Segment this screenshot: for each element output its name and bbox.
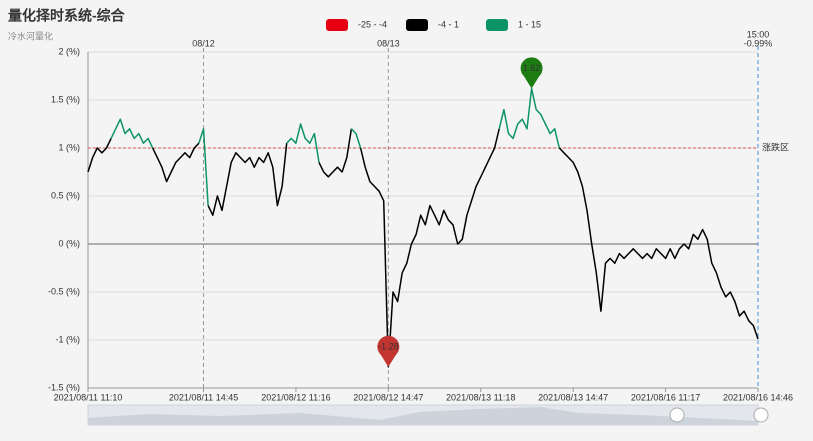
y-tick-label: -1 (%)	[56, 334, 81, 344]
legend-label: 1 - 15	[518, 19, 541, 29]
x-tick-label: 2021/08/11 14:45	[169, 392, 238, 402]
chart-subtitle: 冷水河量化	[8, 30, 53, 41]
series-line	[198, 128, 209, 206]
y-tick-label: 0 (%)	[58, 238, 80, 248]
threshold-label: 涨跌区	[762, 142, 789, 152]
x-tick-label: 2021/08/11 11:10	[54, 392, 123, 402]
series-line	[318, 128, 353, 178]
x-tick-label: 2021/08/13 14:47	[538, 392, 608, 402]
series-line	[286, 123, 320, 163]
series-line	[110, 118, 154, 149]
x-tick-label: 2021/08/16 14:46	[723, 392, 793, 402]
legend-label: -4 - 1	[438, 19, 459, 29]
series-line	[350, 128, 362, 149]
series-line	[359, 128, 500, 368]
y-tick-label: -0.5 (%)	[48, 286, 80, 296]
x-tick-label: 2021/08/13 11:18	[446, 392, 515, 402]
x-tick-label: 2021/08/12 11:16	[261, 392, 330, 402]
min-pin-label: -1.28	[378, 341, 399, 351]
series-line	[558, 147, 759, 340]
legend-swatch	[326, 19, 348, 31]
chart-title: 量化择时系统-综合	[8, 8, 126, 24]
y-tick-label: 1 (%)	[58, 142, 80, 152]
legend-swatch	[406, 19, 428, 31]
data-zoom[interactable]	[87, 404, 769, 426]
legend-label: -25 - -4	[358, 19, 387, 29]
series-line	[152, 142, 200, 183]
legend-swatch	[486, 19, 508, 31]
y-tick-label: 2 (%)	[58, 46, 80, 56]
day-mark-label: 08/12	[192, 38, 215, 48]
zoom-shadow	[88, 407, 758, 425]
y-tick-label: 0.5 (%)	[51, 190, 80, 200]
zoom-handle[interactable]	[669, 407, 685, 423]
day-mark-label: 08/13	[377, 38, 400, 48]
x-tick-label: 2021/08/16 11:17	[631, 392, 700, 402]
y-tick-label: -1.5 (%)	[48, 382, 80, 392]
x-tick-label: 2021/08/12 14:47	[353, 392, 423, 402]
max-pin-label: 1.62	[523, 63, 541, 73]
series-line	[87, 138, 112, 173]
zoom-handle[interactable]	[753, 407, 769, 423]
series-line	[498, 87, 561, 149]
end-mark-time: 15:00	[747, 29, 770, 39]
end-mark-value: -0.99%	[744, 38, 773, 48]
min-pin	[377, 335, 400, 367]
y-tick-label: 1.5 (%)	[51, 94, 80, 104]
max-pin	[520, 57, 543, 89]
series-line	[207, 143, 288, 216]
